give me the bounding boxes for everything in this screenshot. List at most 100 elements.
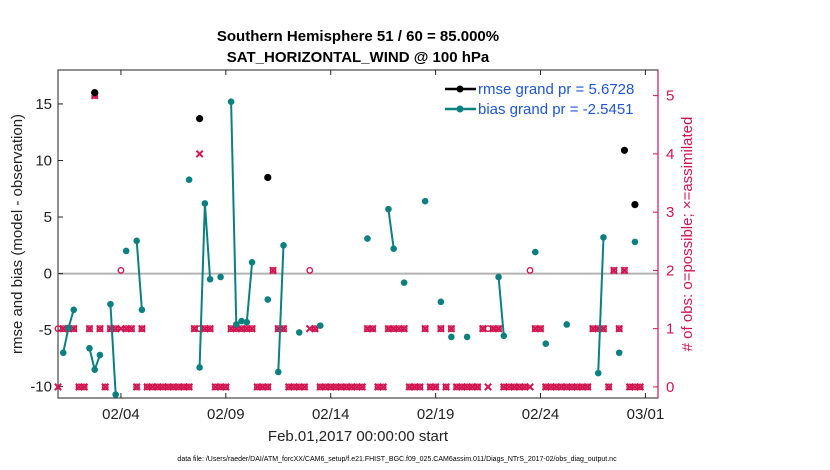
bias-point [295, 329, 303, 336]
bias-line [109, 304, 117, 395]
y-tick-label-right: 2 [666, 262, 674, 279]
obs-assimilated-marker [279, 324, 288, 333]
obs-possible-marker [101, 383, 109, 391]
obs-assimilated-marker [300, 383, 309, 391]
obs-assimilated-marker [421, 324, 430, 333]
obs-assimilated-marker [415, 383, 424, 391]
obs-assimilated-marker [206, 324, 215, 333]
obs-possible-marker [133, 383, 141, 391]
obs-assimilated-marker [85, 324, 94, 333]
chart-subtitle: SAT_HORIZONTAL_WIND @ 100 hPa [227, 49, 490, 66]
y-tick-label-right: 1 [666, 321, 674, 338]
bias-point [437, 298, 445, 306]
obs-possible-marker [222, 383, 230, 391]
bias-point [600, 234, 607, 241]
obs-assimilated-marker [80, 383, 89, 391]
y-tick-label-left: 5 [44, 209, 52, 226]
y-tick-label-right: 4 [666, 146, 674, 163]
bias-line [387, 208, 395, 249]
obs-possible-marker [86, 325, 93, 333]
obs-assimilated-marker [358, 383, 367, 391]
rmse-point [91, 89, 99, 97]
obs-assimilated-marker [436, 324, 445, 333]
bias-point [107, 300, 114, 308]
obs-possible-marker [358, 383, 366, 391]
obs-assimilated-marker [400, 324, 409, 333]
obs-possible-marker [495, 325, 502, 333]
y-tick-label-left: 0 [44, 266, 52, 283]
bias-point [463, 333, 471, 341]
obs-possible-marker [96, 325, 104, 333]
obs-assimilated-marker [536, 324, 545, 333]
obs-possible-marker [442, 383, 450, 391]
obs-assimilated-marker [96, 324, 104, 333]
legend-rmse-label: rmse grand pr = 5.6728 [478, 81, 634, 98]
obs-possible-marker [248, 325, 256, 333]
obs-assimilated-marker [379, 383, 388, 391]
obs-possible-marker [521, 383, 529, 391]
y-tick-label-left: 10 [35, 152, 52, 169]
obs-possible-marker [264, 383, 272, 391]
x-tick-label: 02/19 [417, 406, 455, 423]
obs-possible-marker [610, 267, 618, 274]
bias-point [594, 369, 602, 377]
bias-point [185, 176, 193, 184]
obs-assimilated-marker [484, 383, 492, 391]
bias-point [96, 351, 104, 359]
rmse-point [196, 115, 204, 123]
x-tick-label: 02/14 [312, 406, 350, 423]
obs-assimilated-marker [442, 383, 451, 391]
bias-point [65, 324, 72, 332]
obs-possible-marker [416, 383, 424, 391]
bias-point [316, 322, 324, 329]
bias-point [243, 318, 251, 326]
legend-bias-marker [456, 105, 464, 113]
bias-point [86, 344, 93, 352]
bias-point [233, 321, 240, 328]
tick-layer: 02/04 02/09 02/14 02/19 02/24 03/01-10-505101… [30, 70, 674, 423]
obs-assimilated-marker [615, 324, 624, 333]
obs-assimilated-marker [263, 383, 272, 391]
obs-possible-marker [605, 383, 613, 391]
obs-possible-marker [301, 383, 308, 391]
obs-assimilated-marker [127, 324, 136, 333]
data-file-footnote: data file: /Users/raeder/DAI/ATM_forcXX/… [177, 456, 617, 463]
x-axis-label: Feb.01,2017 00:00:00 start [268, 428, 449, 445]
rmse-point [620, 146, 629, 154]
bias-point [206, 275, 214, 283]
rmse-series-layer [91, 89, 639, 209]
bias-point [238, 317, 245, 325]
y-tick-label-right: 5 [666, 88, 674, 105]
y-tick-label-left: 15 [35, 96, 52, 113]
bias-point [227, 98, 235, 105]
obs-possible-marker [584, 383, 592, 391]
bias-point [531, 248, 539, 256]
obs-possible-marker [400, 325, 408, 333]
bias-point [615, 349, 623, 357]
bias-point [364, 235, 371, 242]
bias-point [500, 332, 508, 340]
legend: rmse grand pr = 5.6728 bias grand pr = -… [445, 81, 634, 118]
bias-point [217, 273, 224, 281]
rmse-point [631, 200, 639, 209]
y-tick-label-right: 0 [666, 379, 674, 396]
obs-assimilated-marker [447, 324, 456, 333]
obs-assimilated-marker [473, 383, 482, 391]
obs-possible-marker [311, 325, 319, 333]
obs-possible-marker [437, 325, 445, 333]
rmse-point [264, 173, 272, 182]
bias-point [400, 279, 408, 286]
obs-assimilated-marker [431, 383, 440, 391]
obs-possible-marker [636, 383, 644, 391]
bias-point [274, 368, 282, 376]
obs-assimilated-marker [478, 324, 487, 333]
bias-point [133, 237, 140, 245]
legend-bias-label: bias grand pr = -2.5451 [478, 101, 634, 118]
bias-point [248, 258, 256, 266]
obs-assimilated-marker [583, 383, 592, 391]
obs-assimilated-marker [494, 324, 503, 333]
obs-possible-marker [80, 383, 88, 391]
bias-point [196, 364, 203, 371]
obs-possible-marker [185, 383, 193, 391]
